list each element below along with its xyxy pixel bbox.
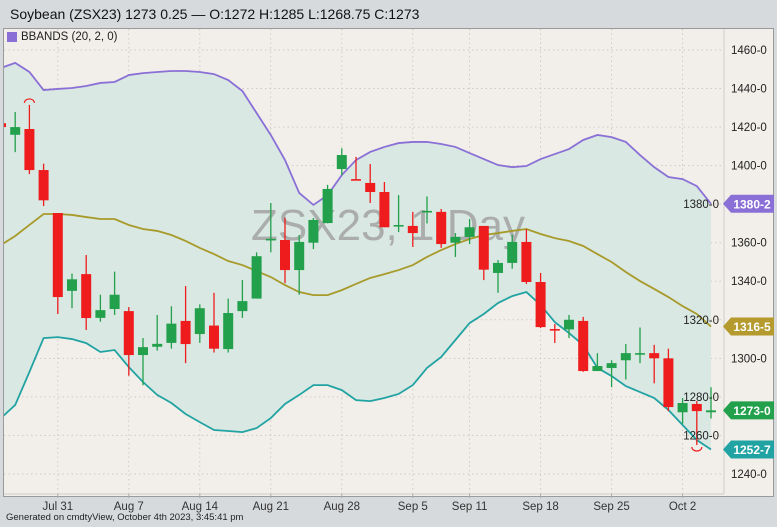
candle-body: [564, 319, 574, 330]
x-tick-label: Aug 14: [182, 501, 219, 513]
candle-body: [10, 127, 21, 135]
lower-band-line: [4, 291, 712, 451]
candle-body: [521, 241, 532, 283]
x-tick-label: Sep 11: [452, 501, 488, 513]
band-fill: [4, 62, 711, 450]
y-tick-label: 1420-0: [731, 122, 767, 134]
candle-body: [152, 343, 163, 347]
candle-body: [194, 308, 205, 335]
y-tick-label: 1340-0: [731, 276, 767, 288]
candle-body: [67, 279, 77, 291]
candle-body: [351, 179, 361, 181]
candle-body: [691, 403, 702, 412]
x-tick-label: Aug 7: [114, 501, 144, 513]
candle-body: [138, 347, 148, 356]
candle-body: [24, 129, 35, 171]
candle-body: [336, 155, 347, 170]
candle-body: [507, 241, 518, 263]
price-badge-label: 1273-0: [733, 404, 771, 418]
candle-body: [123, 311, 134, 356]
y-tick-label: 1300-0: [731, 353, 767, 365]
legend-label: BBANDS (20, 2, 0): [21, 31, 118, 43]
candle-body: [81, 274, 92, 319]
x-tick-label: Aug 21: [253, 501, 289, 513]
candle-body: [450, 236, 461, 243]
candle-body: [606, 363, 617, 368]
candle-body: [209, 325, 219, 349]
candle-body: [478, 225, 489, 270]
candle-body: [635, 353, 645, 355]
x-tick-label: Sep 25: [593, 501, 629, 513]
y-tick-label: 1320-0: [683, 315, 719, 327]
candle-body: [251, 256, 262, 299]
candle-body: [464, 227, 475, 237]
candle-body: [663, 358, 674, 408]
candle-body: [578, 320, 589, 372]
y-tick-label: 1240-0: [731, 469, 767, 481]
price-badge-label: 1380-2: [733, 197, 771, 211]
candle-body: [379, 192, 390, 228]
y-tick-label: 1400-0: [731, 161, 767, 173]
price-badge: [723, 401, 774, 420]
y-tick-label: 1440-0: [731, 84, 767, 96]
x-tick-label: Oct 2: [669, 501, 696, 513]
price-badge-label: 1252-7: [733, 443, 771, 457]
candle-body: [4, 123, 6, 128]
candle-body: [322, 188, 333, 224]
chart-title: Soybean (ZSX23) 1273 0.25 — O:1272 H:128…: [10, 6, 420, 22]
candle-body: [365, 182, 376, 193]
candle-body: [237, 301, 248, 312]
y-tick-label: 1260-0: [683, 430, 719, 442]
price-badge-label: 1316-5: [733, 320, 771, 334]
candle-body: [109, 294, 120, 309]
y-tick-label: 1280-0: [683, 392, 719, 404]
plot-area: ZSX23, 1 Day: [4, 61, 716, 452]
candle-body: [265, 238, 276, 241]
candle-body: [549, 329, 560, 331]
candle-body: [535, 282, 546, 328]
y-tick-label: 1360-0: [731, 238, 767, 250]
low-marker: [691, 446, 703, 452]
footer-text: Generated on cmdtyView, October 4th 2023…: [6, 512, 244, 523]
candle-body: [166, 323, 177, 343]
middle-band-line: [4, 213, 712, 328]
candle-body: [294, 241, 305, 271]
price-badge: [723, 194, 774, 213]
y-tick-label: 1380-0: [683, 199, 719, 211]
candle-body: [620, 353, 631, 361]
x-tick-label: Jul 31: [42, 501, 73, 513]
price-badge: [723, 440, 774, 459]
legend-swatch: [7, 32, 17, 42]
candle-body: [677, 403, 688, 413]
candle-body: [706, 410, 716, 413]
price-badge: [723, 317, 774, 336]
legend[interactable]: BBANDS (20, 2, 0): [7, 31, 118, 43]
candle-body: [493, 262, 503, 273]
high-marker: [23, 98, 35, 104]
candle-body: [407, 225, 418, 234]
candle-body: [649, 353, 660, 359]
candle-body: [180, 320, 191, 345]
candle-body: [223, 313, 234, 350]
candle-body: [52, 213, 63, 298]
candle-body: [422, 210, 432, 213]
candle-body: [280, 240, 290, 271]
candle-body: [436, 211, 447, 245]
candle-body: [393, 224, 404, 227]
x-tick-label: Sep 5: [398, 501, 428, 513]
candle-body: [592, 366, 603, 372]
candle-body: [38, 170, 49, 201]
candle-body: [95, 310, 106, 318]
y-tick-label: 1460-0: [731, 45, 767, 57]
x-tick-label: Aug 28: [324, 501, 360, 513]
candle-body: [308, 219, 319, 243]
x-tick-label: Sep 18: [522, 501, 558, 513]
